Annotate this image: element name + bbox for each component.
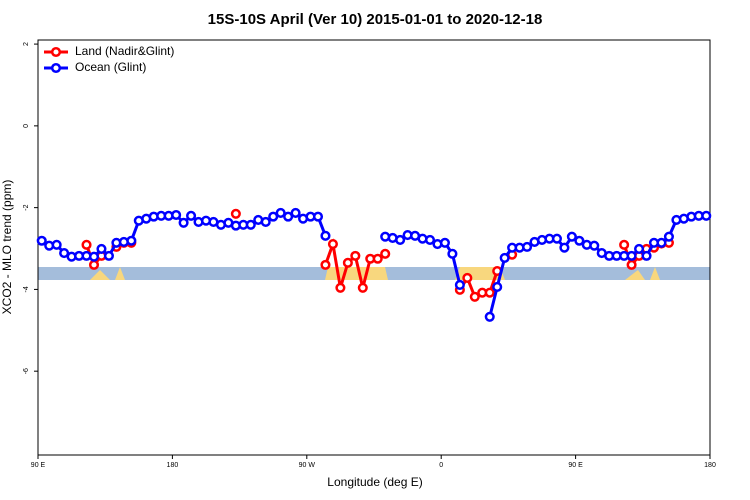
data-point bbox=[574, 235, 585, 246]
data-point bbox=[283, 211, 294, 222]
data-point bbox=[559, 242, 570, 253]
data-point bbox=[96, 243, 107, 254]
data-point bbox=[275, 207, 286, 219]
data-point bbox=[566, 231, 577, 242]
data-point bbox=[424, 234, 436, 245]
data-point bbox=[522, 241, 533, 252]
y-tick-label: -4 bbox=[23, 286, 30, 292]
data-point bbox=[447, 248, 458, 259]
x-axis-label: Longitude (deg E) bbox=[327, 475, 422, 489]
data-point bbox=[439, 237, 450, 248]
legend-label: Land (Nadir&Glint) bbox=[75, 44, 174, 58]
data-point bbox=[186, 210, 197, 221]
data-point bbox=[462, 272, 473, 284]
data-point bbox=[484, 287, 495, 298]
data-point bbox=[454, 279, 465, 290]
data-point bbox=[589, 240, 600, 251]
data-point bbox=[626, 259, 637, 270]
data-point bbox=[290, 207, 301, 219]
x-tick-label: 180 bbox=[167, 462, 179, 469]
band-wedge bbox=[90, 270, 110, 280]
legend-marker bbox=[50, 46, 62, 58]
data-point bbox=[59, 247, 70, 259]
data-point bbox=[372, 253, 383, 264]
data-point bbox=[103, 250, 114, 261]
data-point bbox=[51, 239, 62, 250]
y-tick-label: 2 bbox=[23, 42, 30, 46]
data-point bbox=[380, 248, 391, 259]
data-point bbox=[320, 259, 331, 270]
band-wedge bbox=[325, 267, 388, 280]
x-tick-label: 180 bbox=[704, 462, 716, 469]
chart-title: 15S-10S April (Ver 10) 2015-01-01 to 202… bbox=[208, 11, 543, 28]
x-tick-label: 90 W bbox=[299, 462, 316, 469]
data-point bbox=[663, 231, 674, 242]
plot-frame bbox=[37, 39, 711, 456]
y-tick-label: -2 bbox=[23, 204, 30, 210]
data-point bbox=[551, 233, 562, 244]
data-point bbox=[230, 208, 241, 219]
data-point bbox=[81, 239, 92, 250]
data-point bbox=[245, 219, 256, 230]
data-point bbox=[88, 259, 100, 270]
data-point bbox=[36, 235, 47, 246]
data-point bbox=[656, 237, 667, 248]
series-line bbox=[40, 211, 707, 318]
data-point bbox=[88, 251, 100, 262]
data-point bbox=[634, 243, 645, 254]
data-point bbox=[342, 257, 353, 268]
data-point bbox=[268, 211, 279, 222]
x-tick-label: 0 bbox=[439, 462, 443, 469]
x-tick-label: 90 E bbox=[568, 462, 583, 469]
data-point bbox=[260, 216, 271, 227]
data-point bbox=[619, 239, 630, 250]
data-point bbox=[701, 210, 712, 221]
data-point bbox=[357, 282, 368, 293]
data-point bbox=[484, 311, 495, 322]
data-point bbox=[178, 217, 189, 228]
data-point bbox=[395, 234, 406, 245]
x-tick-label: 90 E bbox=[31, 462, 46, 469]
data-point bbox=[492, 281, 503, 293]
y-tick-label: 0 bbox=[23, 124, 30, 128]
data-point bbox=[626, 250, 637, 261]
data-point bbox=[469, 291, 480, 302]
data-point bbox=[499, 252, 510, 263]
data-point bbox=[350, 250, 361, 261]
y-tick-label: -6 bbox=[23, 368, 30, 374]
legend-marker bbox=[50, 62, 62, 74]
y-axis-label: XCO2 - MLO trend (ppm) bbox=[0, 180, 14, 315]
data-point bbox=[312, 211, 324, 222]
data-point bbox=[320, 230, 331, 241]
data-point bbox=[171, 209, 182, 221]
band-wedge bbox=[650, 267, 660, 280]
land-fraction-band bbox=[38, 267, 710, 280]
band-wedge bbox=[625, 270, 645, 280]
legend-label: Ocean (Glint) bbox=[75, 60, 146, 74]
data-point bbox=[641, 250, 652, 261]
data-point bbox=[327, 238, 338, 250]
data-point bbox=[126, 235, 137, 246]
band-wedge bbox=[115, 267, 125, 280]
data-point bbox=[335, 282, 346, 293]
